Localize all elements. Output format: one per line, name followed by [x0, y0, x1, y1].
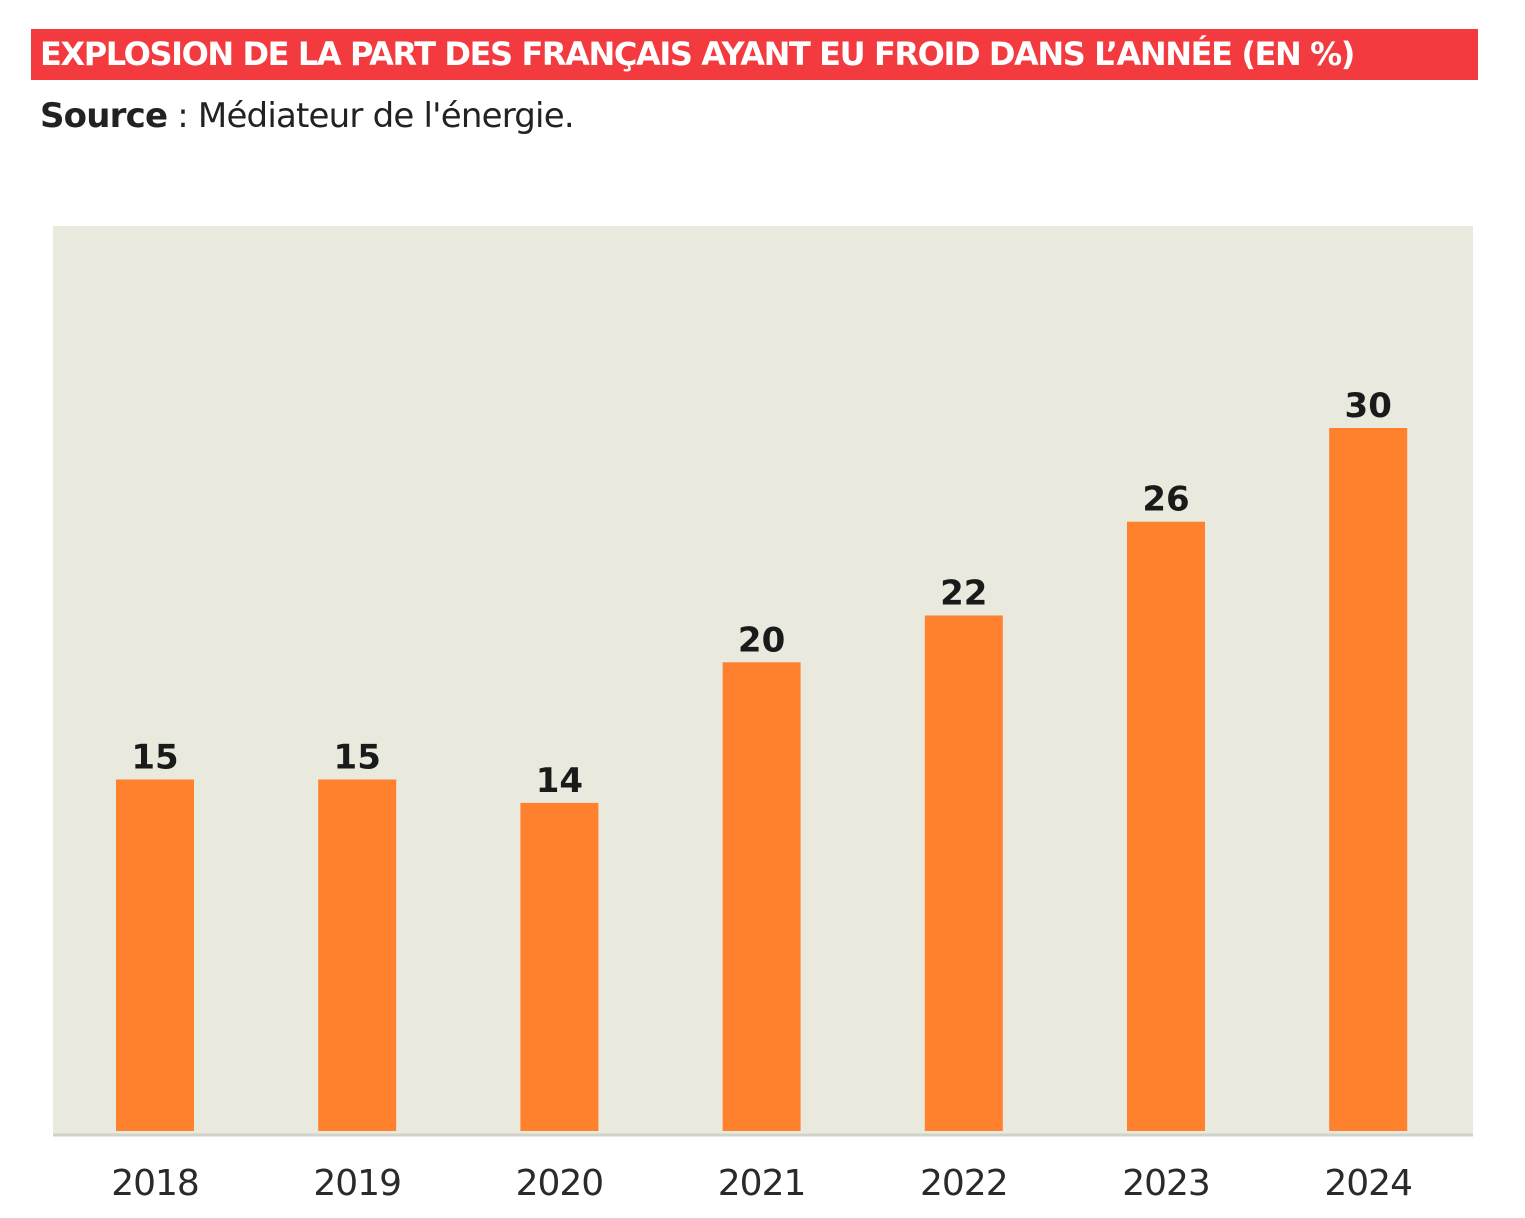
bar-2022 — [924, 615, 1003, 1131]
source-label: Source — [40, 96, 168, 136]
chart-title: EXPLOSION DE LA PART DES FRANÇAIS AYANT … — [31, 29, 1478, 80]
x-tick-label-2024: 2024 — [1324, 1163, 1412, 1204]
data-label-2024: 30 — [1345, 386, 1392, 426]
bars-layer — [116, 428, 1408, 1131]
bar-2019 — [318, 779, 397, 1131]
x-tick-label-2018: 2018 — [111, 1163, 199, 1204]
source-separator: : — [167, 96, 198, 136]
source-line: Source : Médiateur de l'énergie. — [40, 94, 575, 138]
x-tick-label-2023: 2023 — [1122, 1163, 1210, 1204]
data-label-2023: 26 — [1142, 480, 1189, 520]
data-label-2022: 22 — [940, 574, 987, 614]
bar-2023 — [1127, 521, 1205, 1131]
data-label-2019: 15 — [334, 738, 381, 778]
x-tick-label-2019: 2019 — [313, 1163, 401, 1204]
source-text: Médiateur de l'énergie. — [197, 96, 575, 136]
bar-2018 — [116, 779, 194, 1131]
bar-2020 — [520, 802, 599, 1131]
x-tick-labels-layer: 2018 2019 2020 2021 2022 2023 2024 — [111, 1163, 1413, 1204]
bar-2024 — [1329, 428, 1408, 1131]
data-label-2021: 20 — [738, 620, 785, 660]
data-label-2020: 14 — [536, 761, 583, 801]
x-tick-label-2021: 2021 — [718, 1163, 806, 1204]
data-labels-layer: 15 15 14 20 22 26 30 — [131, 386, 1392, 801]
bar-2021 — [722, 662, 801, 1131]
data-label-2018: 15 — [131, 738, 178, 778]
x-tick-label-2022: 2022 — [920, 1163, 1008, 1204]
x-tick-label-2020: 2020 — [516, 1163, 604, 1204]
